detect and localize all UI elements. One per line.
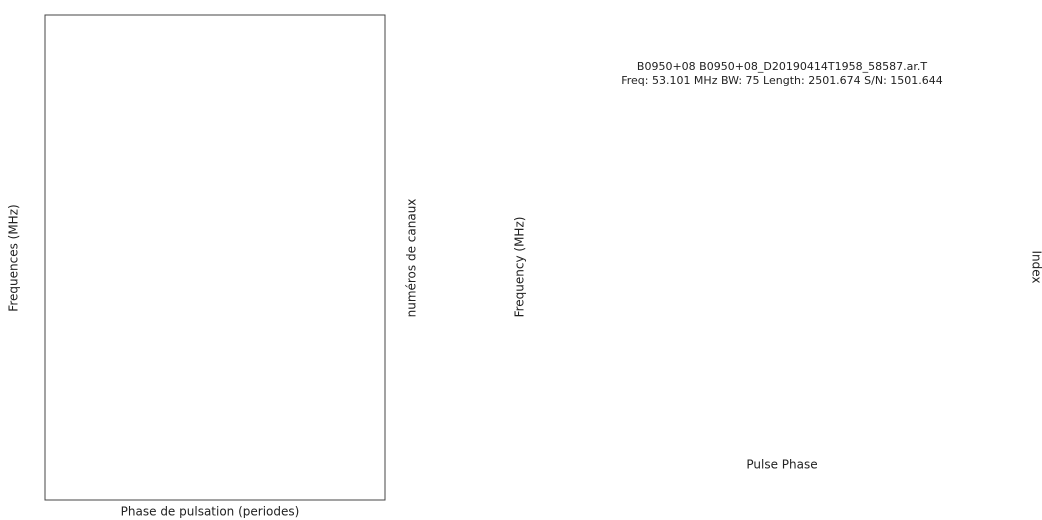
- x-axis-label: Pulse Phase: [746, 458, 817, 472]
- chart-title: B0950+08 B0950+08_D20190414T1958_58587.a…: [637, 60, 927, 73]
- left-frame: [44, 14, 386, 501]
- chart-subtitle: Freq: 53.101 MHz BW: 75 Length: 2501.674…: [621, 74, 943, 87]
- y2-axis-label: Index: [1030, 250, 1042, 283]
- y-axis-label: Frequences (MHz): [7, 204, 21, 311]
- y-axis-label: Frequency (MHz): [513, 217, 527, 318]
- y2-axis-label: numéros de canaux: [405, 199, 419, 318]
- x-axis-label: Phase de pulsation (periodes): [121, 505, 300, 519]
